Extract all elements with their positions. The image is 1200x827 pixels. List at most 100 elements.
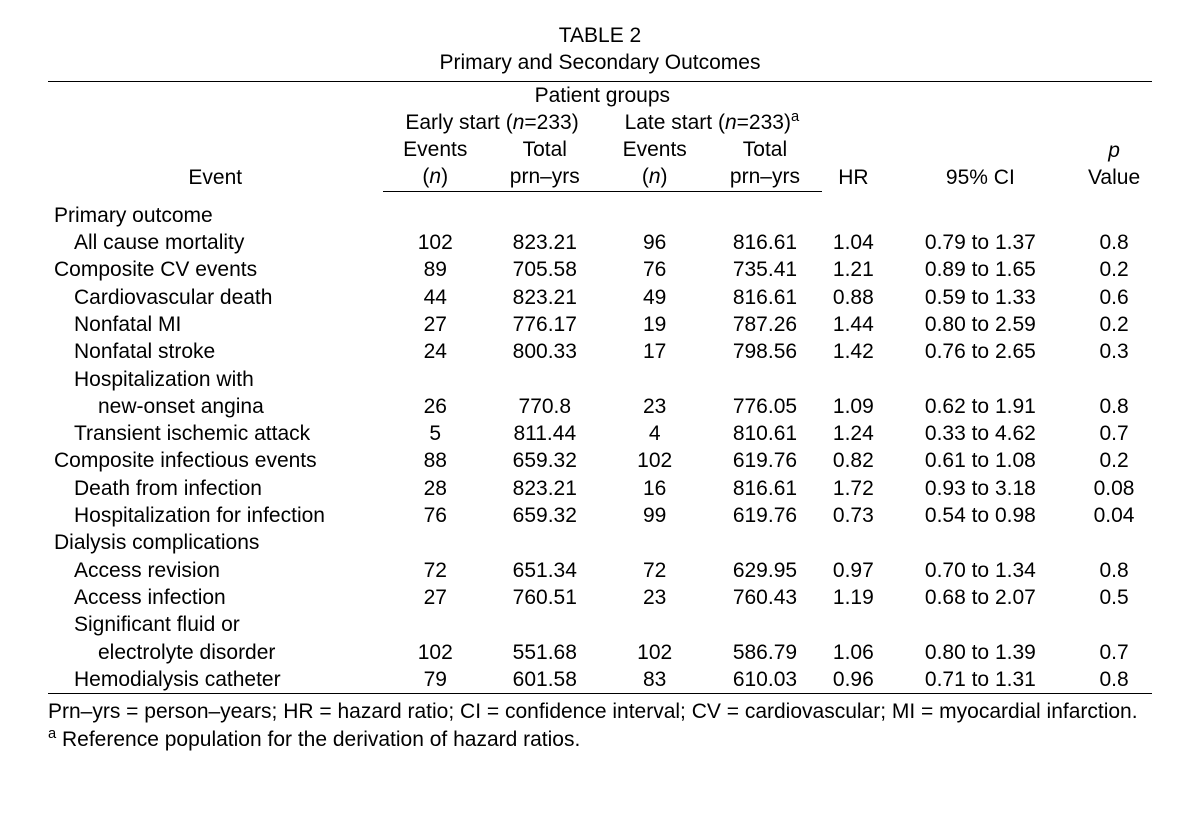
cell-l-ev: 49 [602,284,708,311]
cell-p: 0.6 [1076,284,1152,311]
cell-ci: 0.80 to 2.59 [885,311,1077,338]
table-caption: TABLE 2 Primary and Secondary Outcomes [48,22,1152,77]
cell-ci: 0.79 to 1.37 [885,229,1077,256]
cell-label: Hospitalization for infection [48,502,383,529]
cell-label: Hospitalization with [48,366,383,393]
cell-e-py: 823.21 [488,475,602,502]
late-start-sup: a [791,109,799,125]
cell-e-ev: 26 [383,393,489,420]
cell-l-ev: 99 [602,502,708,529]
cell-e-py: 705.58 [488,256,602,283]
cell-l-py: 629.95 [708,557,822,584]
cell-ci: 0.59 to 1.33 [885,284,1077,311]
cell-l-py: 619.76 [708,502,822,529]
total-label-2: Total [743,138,787,161]
cell-hr: 1.09 [822,393,885,420]
cell-l-py: 586.79 [708,639,822,666]
table-label: TABLE 2 [48,22,1152,49]
table-footnotes: Prn–yrs = person–years; HR = hazard rati… [48,698,1152,755]
cell-label: Composite infectious events [48,447,383,474]
col-p: p Value [1076,81,1152,191]
cell-p: 0.5 [1076,584,1152,611]
col-early-events: Events (n) [383,136,489,191]
cell-e-ev: 76 [383,502,489,529]
events-n-letter: n [429,165,441,188]
row-nonfatal-mi: Nonfatal MI 27 776.17 19 787.26 1.44 0.8… [48,311,1152,338]
cell-p: 0.2 [1076,447,1152,474]
cell-l-py: 619.76 [708,447,822,474]
row-composite-infectious: Composite infectious events 88 659.32 10… [48,447,1152,474]
cell-label: Cardiovascular death [48,284,383,311]
cell-l-ev: 83 [602,666,708,694]
cell-e-ev: 79 [383,666,489,694]
cell-label: Nonfatal stroke [48,338,383,365]
cell-p: 0.2 [1076,311,1152,338]
cell-ci: 0.62 to 1.91 [885,393,1077,420]
total-label-1: Total [523,138,567,161]
cell-e-py: 811.44 [488,420,602,447]
cell-hr: 1.21 [822,256,885,283]
cell-label: new-onset angina [48,393,383,420]
cell-l-ev: 19 [602,311,708,338]
cell-e-py: 651.34 [488,557,602,584]
section-primary: Primary outcome [48,202,1152,229]
p-italic: p [1108,139,1120,162]
cell-l-ev: 96 [602,229,708,256]
table-title: Primary and Secondary Outcomes [48,49,1152,76]
cell-l-ev: 23 [602,393,708,420]
section-dialysis: Dialysis complications [48,529,1152,556]
cell-label: Access infection [48,584,383,611]
cell-hr: 0.82 [822,447,885,474]
cell-e-py: 776.17 [488,311,602,338]
section-primary-label: Primary outcome [48,202,1152,229]
row-hosp-infection: Hospitalization for infection 76 659.32 … [48,502,1152,529]
outcomes-table: Event Patient groups HR 95% CI p Value E… [48,81,1152,695]
row-all-cause: All cause mortality 102 823.21 96 816.61… [48,229,1152,256]
cell-label: Access revision [48,557,383,584]
section-dialysis-label: Dialysis complications [48,529,1152,556]
cell-l-ev: 76 [602,256,708,283]
late-start-header: Late start (n=233)a [602,109,823,136]
cell-e-ev: 72 [383,557,489,584]
cell-label: electrolyte disorder [48,639,383,666]
cell-e-ev: 24 [383,338,489,365]
cell-e-ev: 88 [383,447,489,474]
row-cv-death: Cardiovascular death 44 823.21 49 816.61… [48,284,1152,311]
row-hosp-angina: new-onset angina 26 770.8 23 776.05 1.09… [48,393,1152,420]
cell-e-py: 551.68 [488,639,602,666]
cell-e-py: 823.21 [488,229,602,256]
late-start-n-italic: n [725,111,737,134]
col-ci: 95% CI [885,81,1077,191]
cell-e-ev: 44 [383,284,489,311]
p-value-label: Value [1088,166,1140,189]
cell-hr: 0.96 [822,666,885,694]
cell-ci: 0.70 to 1.34 [885,557,1077,584]
cell-hr: 1.24 [822,420,885,447]
cell-e-ev: 27 [383,584,489,611]
cell-p: 0.8 [1076,229,1152,256]
cell-l-ev: 102 [602,639,708,666]
row-fluid-line1: Significant fluid or [48,611,1152,638]
cell-hr: 0.97 [822,557,885,584]
cell-l-ev: 17 [602,338,708,365]
footnote-a-sup: a [48,726,56,742]
cell-hr: 1.42 [822,338,885,365]
cell-p: 0.8 [1076,666,1152,694]
events-line-2: Events [623,138,687,161]
table-body: Primary outcome All cause mortality 102 … [48,191,1152,693]
cell-ci: 0.89 to 1.65 [885,256,1077,283]
cell-p: 0.04 [1076,502,1152,529]
cell-p: 0.7 [1076,639,1152,666]
outcomes-table-wrap: TABLE 2 Primary and Secondary Outcomes E… [48,22,1152,755]
footnote-a-text: Reference population for the derivation … [56,728,580,751]
cell-l-py: 787.26 [708,311,822,338]
late-start-prefix: Late start ( [625,111,725,134]
cell-ci: 0.54 to 0.98 [885,502,1077,529]
cell-ci: 0.76 to 2.65 [885,338,1077,365]
cell-p: 0.8 [1076,393,1152,420]
cell-e-py: 760.51 [488,584,602,611]
cell-e-ev: 89 [383,256,489,283]
cell-ci: 0.93 to 3.18 [885,475,1077,502]
footnote-abbrev: Prn–yrs = person–years; HR = hazard rati… [48,698,1152,726]
cell-label: All cause mortality [48,229,383,256]
